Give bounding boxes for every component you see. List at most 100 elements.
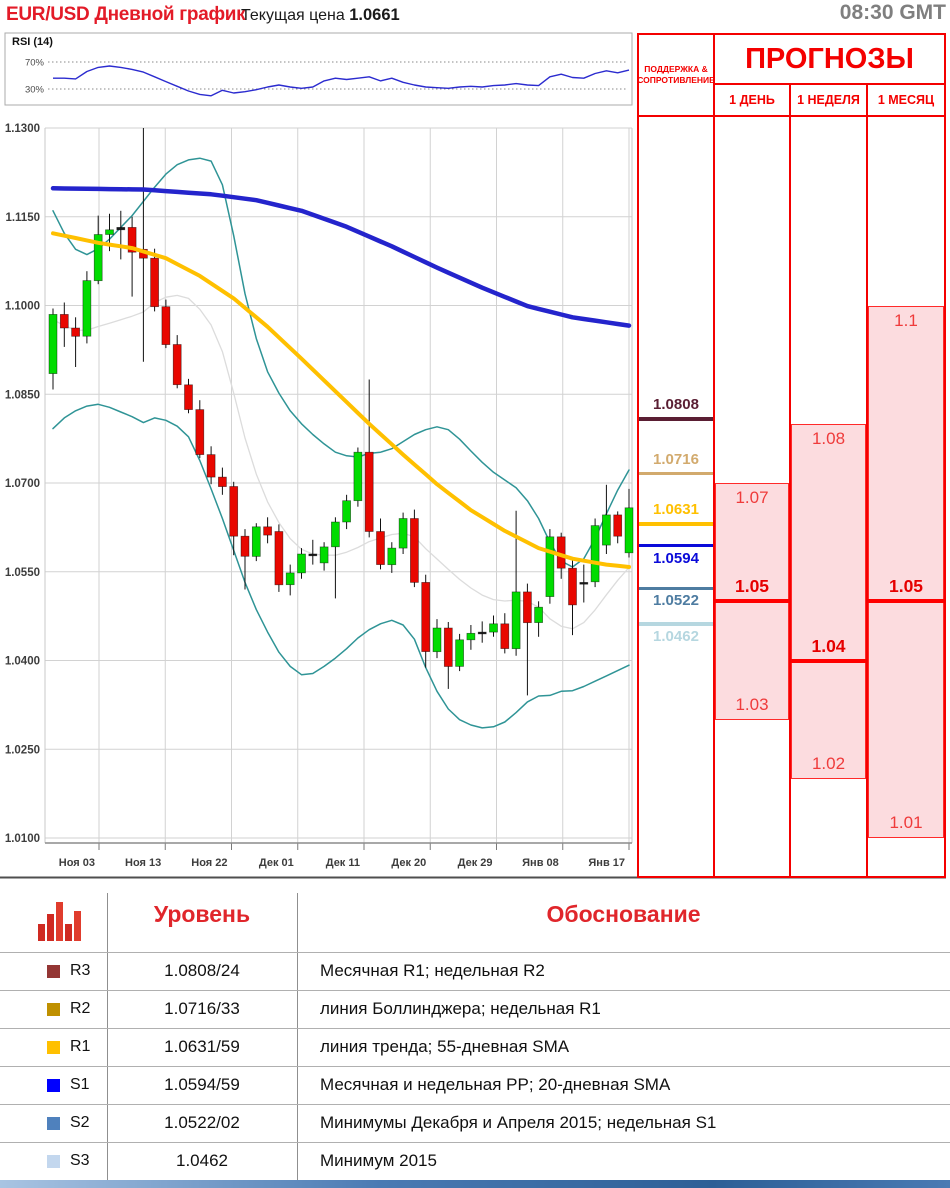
table-row-r3: R3 1.0808/24 Месячная R1; недельная R2 <box>0 952 950 991</box>
candle <box>477 631 487 635</box>
forecast-value-label: 1.1 <box>894 310 918 330</box>
sr-line-s2 <box>639 586 713 590</box>
sr-label-r1: 1.0631 <box>653 500 699 518</box>
candle <box>93 234 103 282</box>
y-axis-label: 1.0550 <box>5 567 40 579</box>
page-title: EUR/USD Дневной график <box>6 4 246 25</box>
table-row-s3: S3 1.0462 Минимум 2015 <box>0 1142 950 1181</box>
candle <box>105 229 114 235</box>
level-value: 1.0808/24 <box>164 961 240 980</box>
current-price-label: Текущая цена <box>241 7 345 24</box>
table-row-r1: R1 1.0631/59 линия тренда; 55-дневная SMA <box>0 1028 950 1067</box>
footer-bar <box>0 1180 950 1188</box>
sr-label-r3: 1.0808 <box>653 396 699 414</box>
candle <box>410 518 419 583</box>
level-swatch <box>47 1155 60 1168</box>
level-swatch <box>47 1041 60 1054</box>
rsi-level-label: 70% <box>25 58 45 69</box>
forecast-value-label: 1.03 <box>735 694 769 714</box>
table-row-s1: S1 1.0594/59 Месячная и недельная PP; 20-д… <box>0 1066 950 1105</box>
current-price: Текущая цена 1.0661 <box>241 6 400 25</box>
level-value: 1.0522/02 <box>164 1113 240 1132</box>
candle <box>443 627 453 667</box>
x-axis-label: Ноя 22 <box>191 857 227 869</box>
level-id: S3 <box>70 1152 90 1169</box>
candle <box>466 632 476 641</box>
rsi-label: RSI (14) <box>12 36 53 48</box>
sr-line-s3 <box>639 622 713 626</box>
candle <box>331 521 340 548</box>
level-id: R2 <box>70 1000 91 1017</box>
candle <box>218 476 227 487</box>
level-reason: Минимумы Декабря и Апреля 2015; недельна… <box>320 1113 717 1132</box>
candle <box>590 525 600 583</box>
x-axis-label: Янв 08 <box>522 857 559 869</box>
candle <box>568 567 577 606</box>
candle <box>127 227 137 253</box>
candle <box>353 451 363 502</box>
forecast-pivot-line <box>791 658 866 663</box>
y-axis-label: 1.1300 <box>5 123 40 135</box>
level-swatch <box>47 965 60 978</box>
candle <box>274 531 284 586</box>
candle <box>184 384 193 410</box>
table-row-s2: S2 1.0522/02 Минимумы Декабря и Апреля 201… <box>0 1104 950 1143</box>
candle <box>263 526 272 536</box>
candle <box>116 227 126 231</box>
y-axis-label: 1.0400 <box>5 656 40 668</box>
sr-label-s2: 1.0522 <box>653 592 699 610</box>
y-axis-label: 1.1150 <box>5 212 40 224</box>
candle <box>421 582 431 652</box>
forecast-body-frame <box>637 115 946 878</box>
level-value: 1.0716/33 <box>164 999 240 1018</box>
level-id: R1 <box>70 1038 91 1055</box>
forecast-column-divider <box>789 115 791 878</box>
x-axis-label: Дек 20 <box>391 857 426 869</box>
candle <box>545 536 555 597</box>
candle <box>602 514 611 546</box>
level-value: 1.0631/59 <box>164 1037 240 1056</box>
level-reason: Минимум 2015 <box>320 1151 437 1170</box>
table-separator <box>297 893 298 1180</box>
sr-label-r2: 1.0716 <box>653 450 699 468</box>
sr-line-r2 <box>639 471 713 476</box>
table-separator <box>107 893 108 1180</box>
forecast-column-divider <box>866 115 868 878</box>
forecast-value-label: 1.02 <box>811 753 846 773</box>
candle <box>432 627 442 653</box>
candle <box>579 582 589 585</box>
candle <box>398 518 408 549</box>
candle <box>624 507 634 554</box>
level-id: R3 <box>70 962 91 979</box>
table-header-reason: Обоснование <box>546 901 701 927</box>
x-axis-label: Дек 01 <box>259 857 294 869</box>
candle <box>511 591 521 650</box>
x-axis-label: Янв 17 <box>588 857 625 869</box>
level-id: S2 <box>70 1114 90 1131</box>
x-axis-label: Ноя 03 <box>59 857 95 869</box>
level-swatch <box>47 1003 60 1016</box>
forecast-value-label: 1.05 <box>888 576 924 597</box>
candle <box>297 553 306 574</box>
forecast-value-label: 1.01 <box>889 813 923 832</box>
candle <box>59 314 69 329</box>
x-axis-label: Дек 11 <box>326 857 360 869</box>
y-axis-label: 1.0850 <box>5 389 40 401</box>
candle <box>240 535 250 557</box>
sr-label-s1: 1.0594 <box>653 549 699 567</box>
candlestick-chart: 1.1300 1.1150 1.1000 1.0850 1.0700 1.0550 1.04… <box>0 32 946 879</box>
level-value: 1.0594/59 <box>164 1075 240 1094</box>
level-reason: линия Боллинджера; недельная R1 <box>320 999 601 1018</box>
level-value: 1.0462 <box>176 1151 228 1170</box>
y-axis-label: 1.0100 <box>5 833 40 845</box>
forecast-value-label: 1.04 <box>811 635 846 656</box>
candle <box>82 280 92 337</box>
candle <box>387 547 397 566</box>
candle <box>48 314 58 374</box>
candle <box>534 606 543 623</box>
forecast-pivot-line <box>715 599 789 604</box>
level-swatch <box>47 1117 60 1130</box>
candle <box>319 546 329 564</box>
y-axis-label: 1.0250 <box>5 744 40 756</box>
forecast-range-2 <box>791 423 866 779</box>
